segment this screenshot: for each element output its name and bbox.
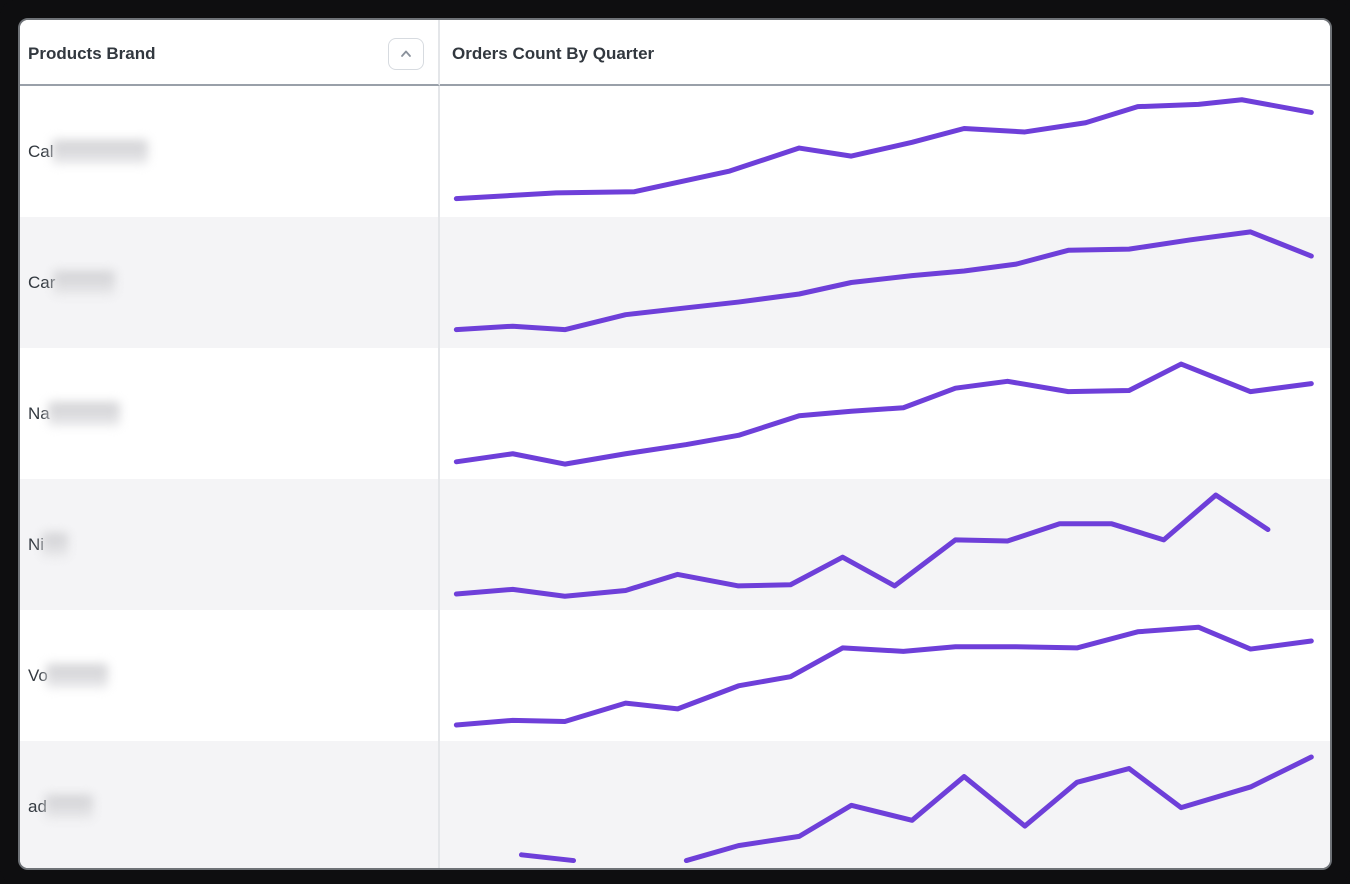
sparkline-cell[interactable] bbox=[440, 610, 1330, 741]
brand-cell[interactable]: Car bbox=[20, 217, 440, 348]
column-header-products-brand[interactable]: Products Brand bbox=[20, 20, 440, 86]
sparkline-cell[interactable] bbox=[440, 217, 1330, 348]
brand-label: Car bbox=[28, 272, 56, 292]
column-header-label: Orders Count By Quarter bbox=[452, 44, 655, 63]
brand-cell[interactable]: ad bbox=[20, 741, 440, 868]
sparkline-cell[interactable] bbox=[440, 479, 1330, 610]
column-header-orders-count: Orders Count By Quarter bbox=[440, 20, 1330, 86]
table-panel: Products Brand Orders Count By Quarter C… bbox=[18, 18, 1332, 870]
brand-label: Vo bbox=[28, 665, 48, 685]
redacted-text-blur bbox=[47, 401, 120, 426]
brand-cell[interactable]: Cal bbox=[20, 86, 440, 217]
brand-label: ad bbox=[28, 796, 47, 816]
chevron-up-icon bbox=[401, 50, 411, 57]
column-header-label: Products Brand bbox=[28, 44, 156, 63]
sparkline-cell[interactable] bbox=[440, 86, 1330, 217]
brand-cell[interactable]: Ni bbox=[20, 479, 440, 610]
brand-label: Na bbox=[28, 403, 50, 423]
redacted-text-blur bbox=[45, 663, 108, 688]
brand-cell[interactable]: Vo bbox=[20, 610, 440, 741]
sparkline-cell[interactable] bbox=[440, 348, 1330, 479]
brand-cell[interactable]: Na bbox=[20, 348, 440, 479]
sparkline-cell[interactable] bbox=[440, 741, 1330, 868]
sort-button[interactable] bbox=[388, 38, 424, 70]
redacted-text-blur bbox=[51, 139, 148, 164]
brand-label: Cal bbox=[28, 141, 54, 161]
brand-label: Ni bbox=[28, 534, 45, 554]
redacted-text-blur bbox=[44, 794, 93, 819]
redacted-text-blur bbox=[53, 270, 116, 295]
redacted-text-blur bbox=[42, 532, 69, 557]
